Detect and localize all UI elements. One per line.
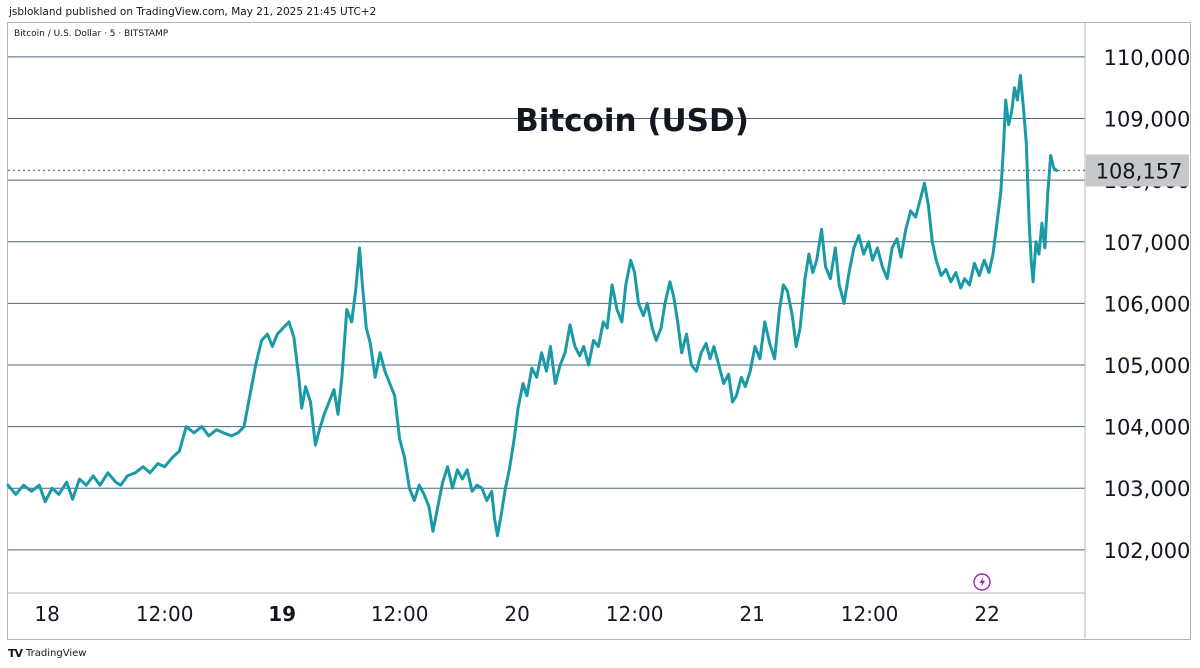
time-tick-label: 12:00 xyxy=(371,602,429,626)
symbol-description: Bitcoin / U.S. Dollar · 5 · BITSTAMP xyxy=(14,29,169,39)
price-tick-label: 110,000 xyxy=(1104,46,1191,70)
price-tick-label: 105,000 xyxy=(1104,354,1191,378)
footer-brand: TradingView xyxy=(26,648,87,659)
price-tick-label: 103,000 xyxy=(1104,477,1191,501)
last-price-label: 108,157 xyxy=(1096,159,1183,183)
time-tick-label: 12:00 xyxy=(606,602,664,626)
price-tick-label: 106,000 xyxy=(1104,292,1191,316)
time-tick-label: 20 xyxy=(504,602,529,626)
time-tick-label: 19 xyxy=(268,602,296,626)
replay-lightning-icon[interactable] xyxy=(973,573,991,591)
price-tick-label: 102,000 xyxy=(1104,539,1191,563)
chart-frame xyxy=(7,22,1191,640)
tradingview-logo: TV xyxy=(8,647,23,660)
time-tick-label: 18 xyxy=(34,602,59,626)
lightning-icon xyxy=(979,576,985,588)
time-tick-label: 22 xyxy=(974,602,999,626)
published-header: jsblokland published on TradingView.com,… xyxy=(9,6,377,18)
price-tick-label: 107,000 xyxy=(1104,231,1191,255)
last-price-tag: 108,157 xyxy=(1086,154,1189,187)
replay-icon-ring xyxy=(973,573,991,591)
chart-title: Bitcoin (USD) xyxy=(515,103,749,139)
price-tick-label: 109,000 xyxy=(1104,108,1191,132)
footer: TV TradingView xyxy=(8,647,86,660)
time-tick-label: 12:00 xyxy=(136,602,194,626)
price-tick-label: 104,000 xyxy=(1104,416,1191,440)
time-axis-labels[interactable]: 18 12:00 19 12:00 20 12:00 21 12:00 22 xyxy=(34,602,999,626)
time-tick-label: 21 xyxy=(739,602,764,626)
last-price-label-bg xyxy=(1086,154,1189,187)
price-axis-labels[interactable]: 102,000 103,000 104,000 105,000 106,000 107,0… xyxy=(1104,46,1191,563)
price-series-line xyxy=(6,73,1059,538)
time-tick-label: 12:00 xyxy=(841,602,899,626)
